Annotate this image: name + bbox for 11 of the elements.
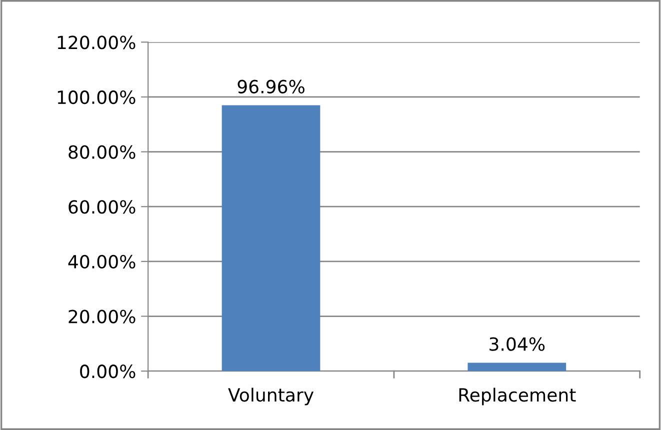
x-tick-label: Replacement [459, 388, 576, 406]
y-tick-label: 40.00% [68, 254, 136, 269]
y-tick-label: 60.00% [68, 200, 136, 214]
y-tick-label: 80.00% [68, 145, 136, 159]
y-tick-label: 120.00% [58, 36, 136, 50]
y-tick-label: 20.00% [68, 310, 136, 324]
x-tick-label: Voluntary [228, 388, 314, 406]
y-tick-label: 0.00% [80, 364, 136, 378]
data-label: 3.04% [490, 337, 545, 351]
y-tick-label: 100.00% [58, 90, 136, 104]
data-label: 96.96% [238, 80, 304, 94]
